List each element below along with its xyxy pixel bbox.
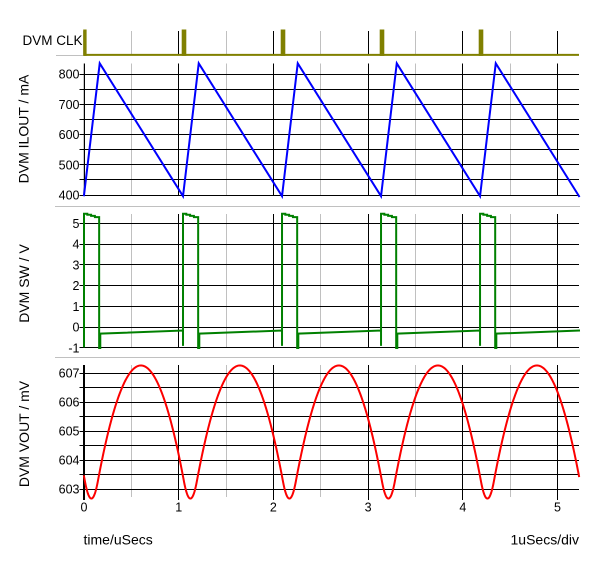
svg-text:4: 4 <box>459 501 466 515</box>
svg-text:400: 400 <box>59 189 80 203</box>
svg-text:606: 606 <box>59 396 80 410</box>
svg-text:DVM VOUT / mV: DVM VOUT / mV <box>16 380 32 487</box>
svg-text:607: 607 <box>59 367 80 381</box>
svg-text:5: 5 <box>554 501 561 515</box>
svg-text:3: 3 <box>365 501 372 515</box>
svg-text:603: 603 <box>59 483 80 497</box>
svg-text:600: 600 <box>59 128 80 142</box>
svg-text:DVM CLK: DVM CLK <box>22 33 82 48</box>
svg-text:604: 604 <box>59 454 80 468</box>
svg-text:time/uSecs: time/uSecs <box>84 532 153 548</box>
svg-text:DVM ILOUT / mA: DVM ILOUT / mA <box>16 74 32 183</box>
svg-text:-1: -1 <box>68 341 79 355</box>
svg-text:3: 3 <box>73 258 80 272</box>
svg-text:4: 4 <box>73 238 80 252</box>
svg-text:1uSecs/div: 1uSecs/div <box>511 532 579 548</box>
svg-text:2: 2 <box>73 279 80 293</box>
svg-text:0: 0 <box>73 321 80 335</box>
svg-text:700: 700 <box>59 98 80 112</box>
svg-text:5: 5 <box>73 217 80 231</box>
svg-text:2: 2 <box>270 501 277 515</box>
svg-text:605: 605 <box>59 425 80 439</box>
svg-text:DVM SW / V: DVM SW / V <box>16 244 32 323</box>
svg-text:1: 1 <box>73 300 80 314</box>
svg-text:0: 0 <box>81 501 88 515</box>
svg-text:800: 800 <box>59 68 80 82</box>
svg-text:500: 500 <box>59 158 80 172</box>
svg-text:1: 1 <box>175 501 182 515</box>
